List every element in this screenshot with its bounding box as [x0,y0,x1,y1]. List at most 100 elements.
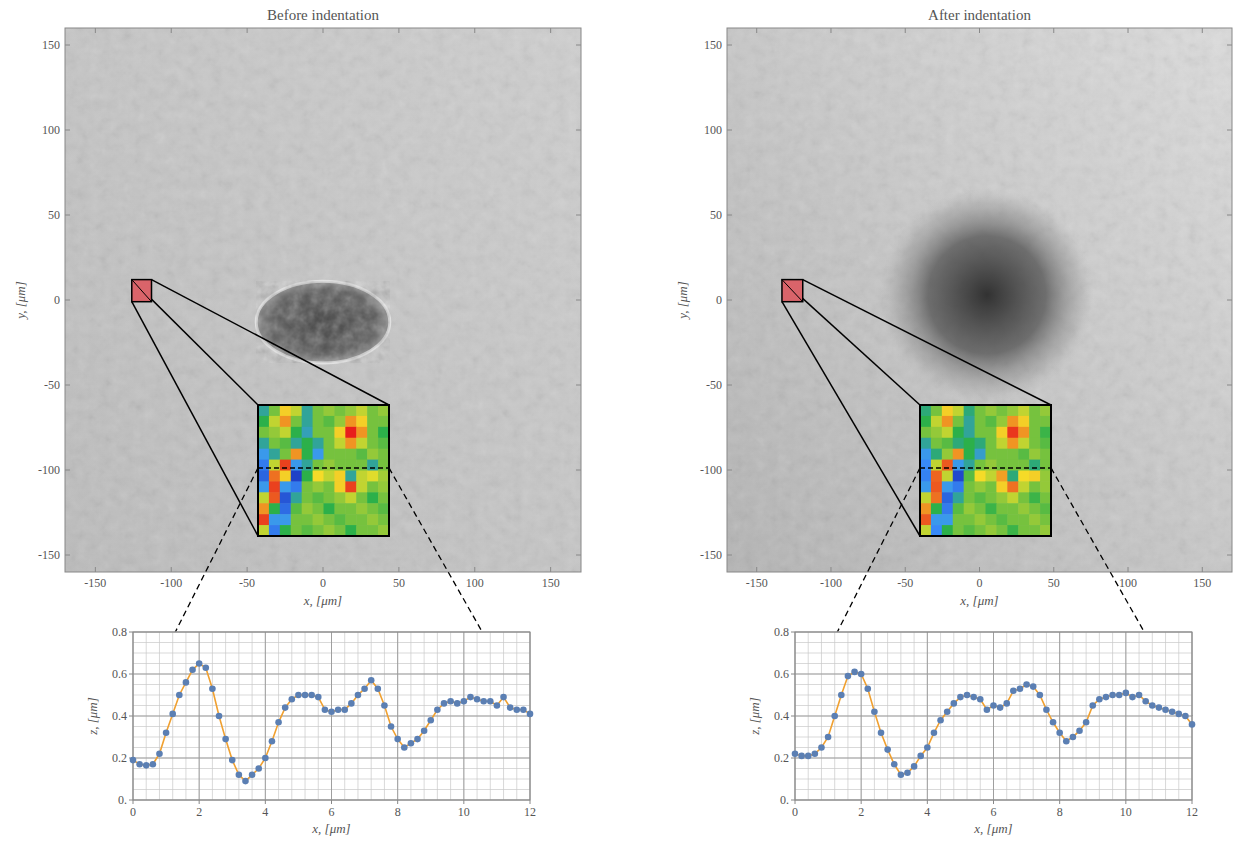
x-tick-label: -150 [746,576,768,590]
y-tick-label: 0.6 [774,667,789,681]
heat-cell [953,416,964,427]
profile-point [474,696,481,703]
heat-cell [324,416,335,427]
x-tick [530,800,531,804]
heat-cell [953,481,964,492]
heat-cell [920,416,931,427]
heat-cell [975,514,986,525]
profile-point [295,692,302,699]
heat-cell [269,416,280,427]
x-tick-label: 100 [1119,576,1137,590]
heat-cell [324,471,335,482]
profile-point [176,692,183,699]
heat-cell [378,427,389,438]
panel-title: After indentation [928,7,1031,23]
heat-cell [920,427,931,438]
profile-line [920,467,1051,469]
heat-cell [931,481,942,492]
heat-cell [964,438,975,449]
x-tick-label: 150 [1193,576,1211,590]
profile-point [1076,727,1083,734]
profile-point [1175,711,1182,718]
x-tick [95,567,96,572]
series-group [130,660,534,784]
x-tick-top [756,28,757,33]
x-tick [550,567,551,572]
heat-cell [1018,416,1029,427]
heat-cell [291,427,302,438]
heat-cell [302,514,313,525]
heat-cell [953,449,964,460]
y-tick-right [1227,130,1232,131]
heat-cell [1007,427,1018,438]
x-tick-top [398,28,399,33]
heat-cell [280,514,291,525]
heat-cell [1018,492,1029,503]
profile-point [1169,709,1176,716]
heat-cell [258,416,269,427]
x-axis-title: x, [μm] [303,593,342,608]
heat-cell [367,460,378,471]
y-tick-label: 0.2 [774,751,789,765]
y-tick-label: 0 [54,293,60,307]
indent-scar [256,281,390,363]
heat-cell [964,481,975,492]
profile-point [1123,690,1130,697]
profile-point [183,679,190,686]
profile-point [1109,692,1116,699]
heat-cell [975,405,986,416]
heat-cell [324,525,335,536]
profile-point [388,723,395,730]
heat-cell [1007,449,1018,460]
background [65,28,581,572]
heat-cell [1040,460,1051,471]
profile-point [229,757,236,764]
profile-point [381,702,388,709]
profile-point [136,761,143,768]
x-axis-title: x, [μm] [959,593,998,608]
x-tick [830,567,831,572]
profile-point [792,751,799,758]
x-tick [323,567,324,572]
major-grid-y [133,758,530,759]
x-tick-label: 0 [977,576,983,590]
y-tick-right [576,45,581,46]
heat-cell [975,438,986,449]
x-tick-label: 8 [1057,805,1063,819]
heat-cell [986,471,997,482]
heat-cell [986,460,997,471]
heat-cell [1040,449,1051,460]
profile-point [924,744,931,751]
heat-cell [964,427,975,438]
profile-point [209,685,216,692]
x-tick [463,800,464,804]
profile-point [150,761,157,768]
profile-point [375,685,382,692]
y-tick-label: 0.4 [112,709,127,723]
heat-cell [1018,438,1029,449]
x-tick [247,567,248,572]
panel-title: Before indentation [267,7,380,23]
grid-line-y [795,716,1192,717]
heat-cell [258,503,269,514]
y-tick-label: 0. [780,793,789,807]
profile-point [1136,692,1143,699]
profile-point [1003,700,1010,707]
heat-cell [269,514,280,525]
heat-cell [313,492,324,503]
profile-point [513,706,520,713]
y-tick [65,300,70,301]
heat-cell [302,471,313,482]
heat-cell [942,438,953,449]
heat-cell [942,471,953,482]
heat-cell [1040,427,1051,438]
profile-point [169,711,176,718]
heat-cell [269,438,280,449]
heat-cell [964,460,975,471]
y-tick-label: 50 [48,208,60,222]
connector [803,280,1051,405]
profile-point [984,706,991,713]
heat-cell [953,503,964,514]
profile-point [156,751,163,758]
x-tick-top [550,28,551,33]
